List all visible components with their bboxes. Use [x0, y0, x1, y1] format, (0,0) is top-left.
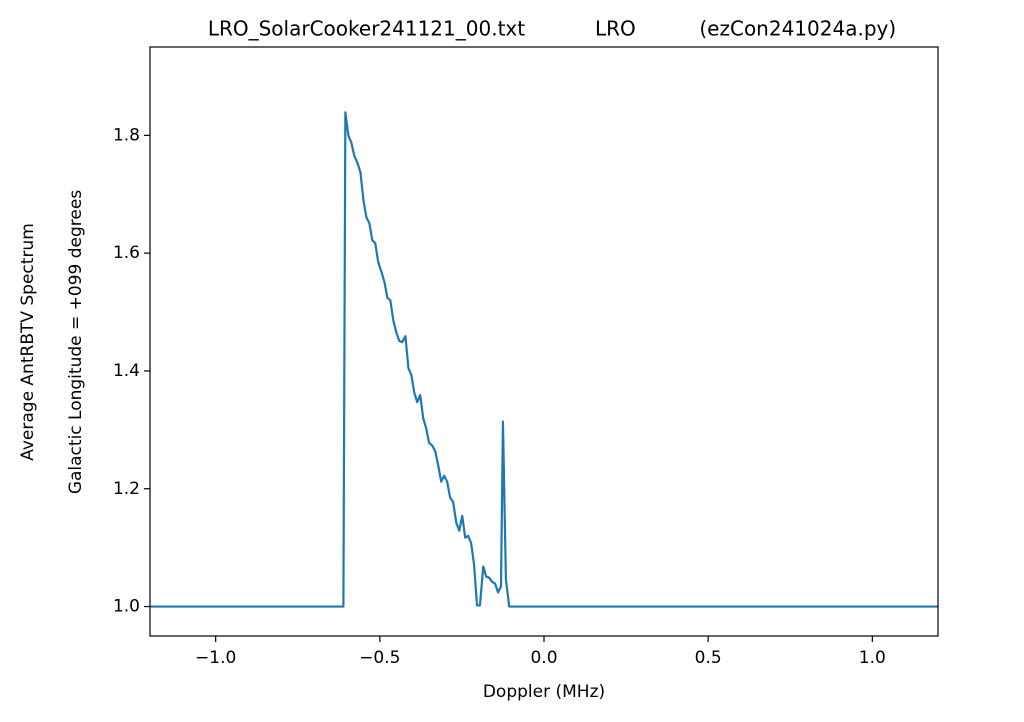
y-tick-label: 1.6: [113, 243, 140, 263]
x-tick-label: 0.0: [530, 648, 557, 668]
x-tick-label: −1.0: [195, 648, 236, 668]
y-tick-label: 1.8: [113, 125, 140, 145]
y-tick-label: 1.4: [113, 361, 140, 381]
y-tick-label: 1.0: [113, 597, 140, 617]
x-axis-label: Doppler (MHz): [483, 682, 605, 702]
x-tick-label: −0.5: [359, 648, 400, 668]
line-series: [150, 111, 938, 608]
chart-title: LRO_SolarCooker241121_00.txt LRO (ezCon2…: [208, 17, 896, 41]
x-tick-label: 1.0: [859, 648, 886, 668]
x-tick-label: 0.5: [695, 648, 722, 668]
y-axis-label: Galactic Longitude = +099 degrees: [66, 190, 86, 494]
y-axis-label: Average AntRBTV Spectrum: [18, 223, 38, 461]
y-tick-label: 1.2: [113, 479, 140, 499]
plot-frame: [149, 46, 939, 637]
